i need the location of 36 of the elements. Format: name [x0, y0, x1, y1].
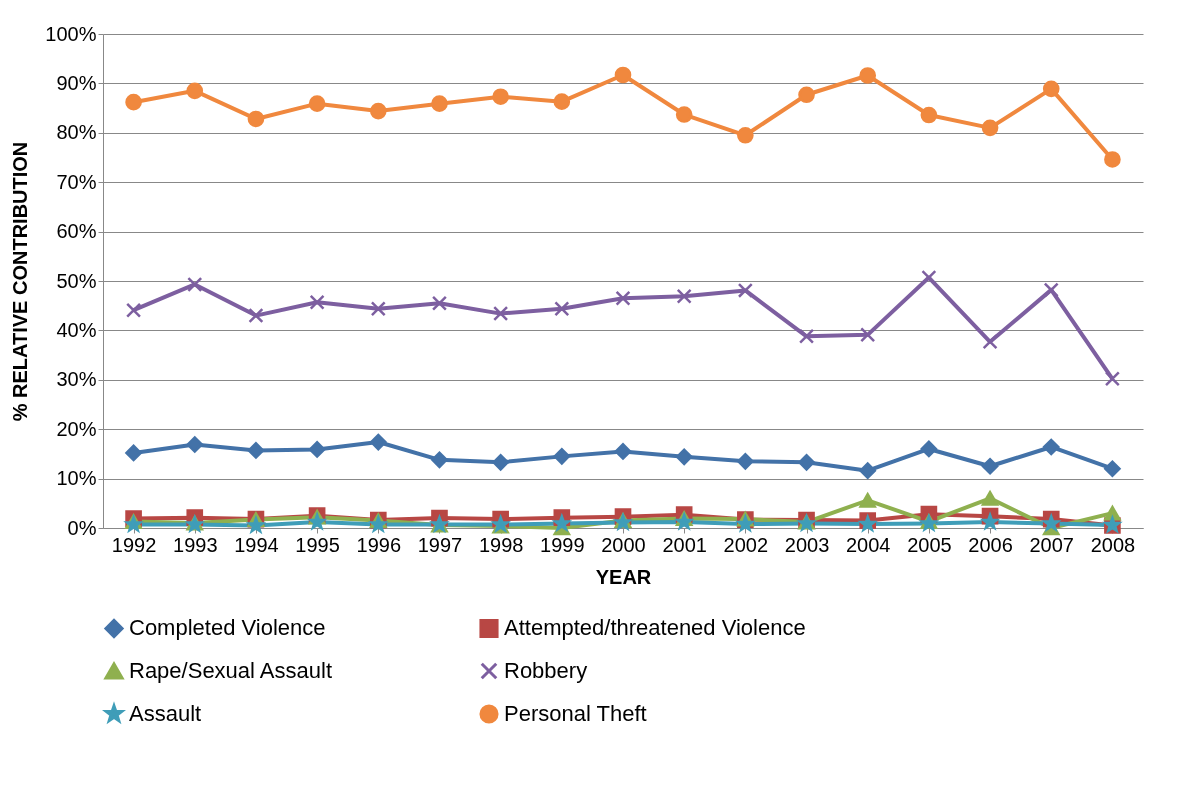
x-tick-label: 1993: [173, 533, 218, 556]
x-tick-label: 2000: [601, 533, 646, 556]
x-tick-label: 2008: [1090, 533, 1136, 556]
y-tick-label: 70%: [56, 170, 97, 193]
legend-label: Personal Theft: [504, 701, 647, 726]
y-tick-label: 90%: [56, 71, 97, 94]
x-tick-label: 2006: [968, 533, 1013, 556]
y-tick-label: 0%: [67, 516, 97, 539]
y-axis-title: % RELATIVE CONTRIBUTION: [9, 141, 32, 422]
y-tick-label: 100%: [45, 22, 97, 45]
x-tick-label: 2001: [662, 533, 707, 556]
x-tick-label: 2004: [845, 533, 891, 556]
x-tick-label: 2005: [907, 533, 952, 556]
legend-label: Completed Violence: [129, 615, 326, 641]
x-tick-label: 1999: [540, 533, 585, 556]
y-tick-label: 80%: [56, 121, 97, 144]
y-tick-label: 20%: [56, 417, 97, 440]
y-tick-label: 50%: [56, 269, 97, 292]
y-tick-label: 60%: [56, 220, 97, 243]
x-tick-label: 1994: [234, 533, 279, 556]
x-tick-label: 1996: [356, 533, 402, 556]
x-tick-label: 1995: [295, 533, 340, 556]
x-axis-title: YEAR: [595, 565, 652, 588]
x-tick-label: 2007: [1029, 533, 1074, 556]
legend-label: Rape/Sexual Assault: [129, 658, 333, 683]
x-tick-label: 1997: [417, 533, 463, 556]
legend-label: Assault: [129, 701, 202, 726]
x-tick-label: 1992: [111, 533, 157, 556]
legend-label: Robbery: [504, 658, 588, 683]
y-tick-label: 10%: [56, 467, 97, 490]
x-tick-label: 1998: [478, 533, 524, 556]
y-tick-label: 40%: [56, 318, 97, 341]
x-tick-label: 2002: [723, 533, 769, 556]
x-tick-label: 2003: [784, 533, 830, 556]
y-tick-label: 30%: [56, 368, 97, 391]
legend-label: Attempted/threatened Violence: [504, 615, 806, 641]
